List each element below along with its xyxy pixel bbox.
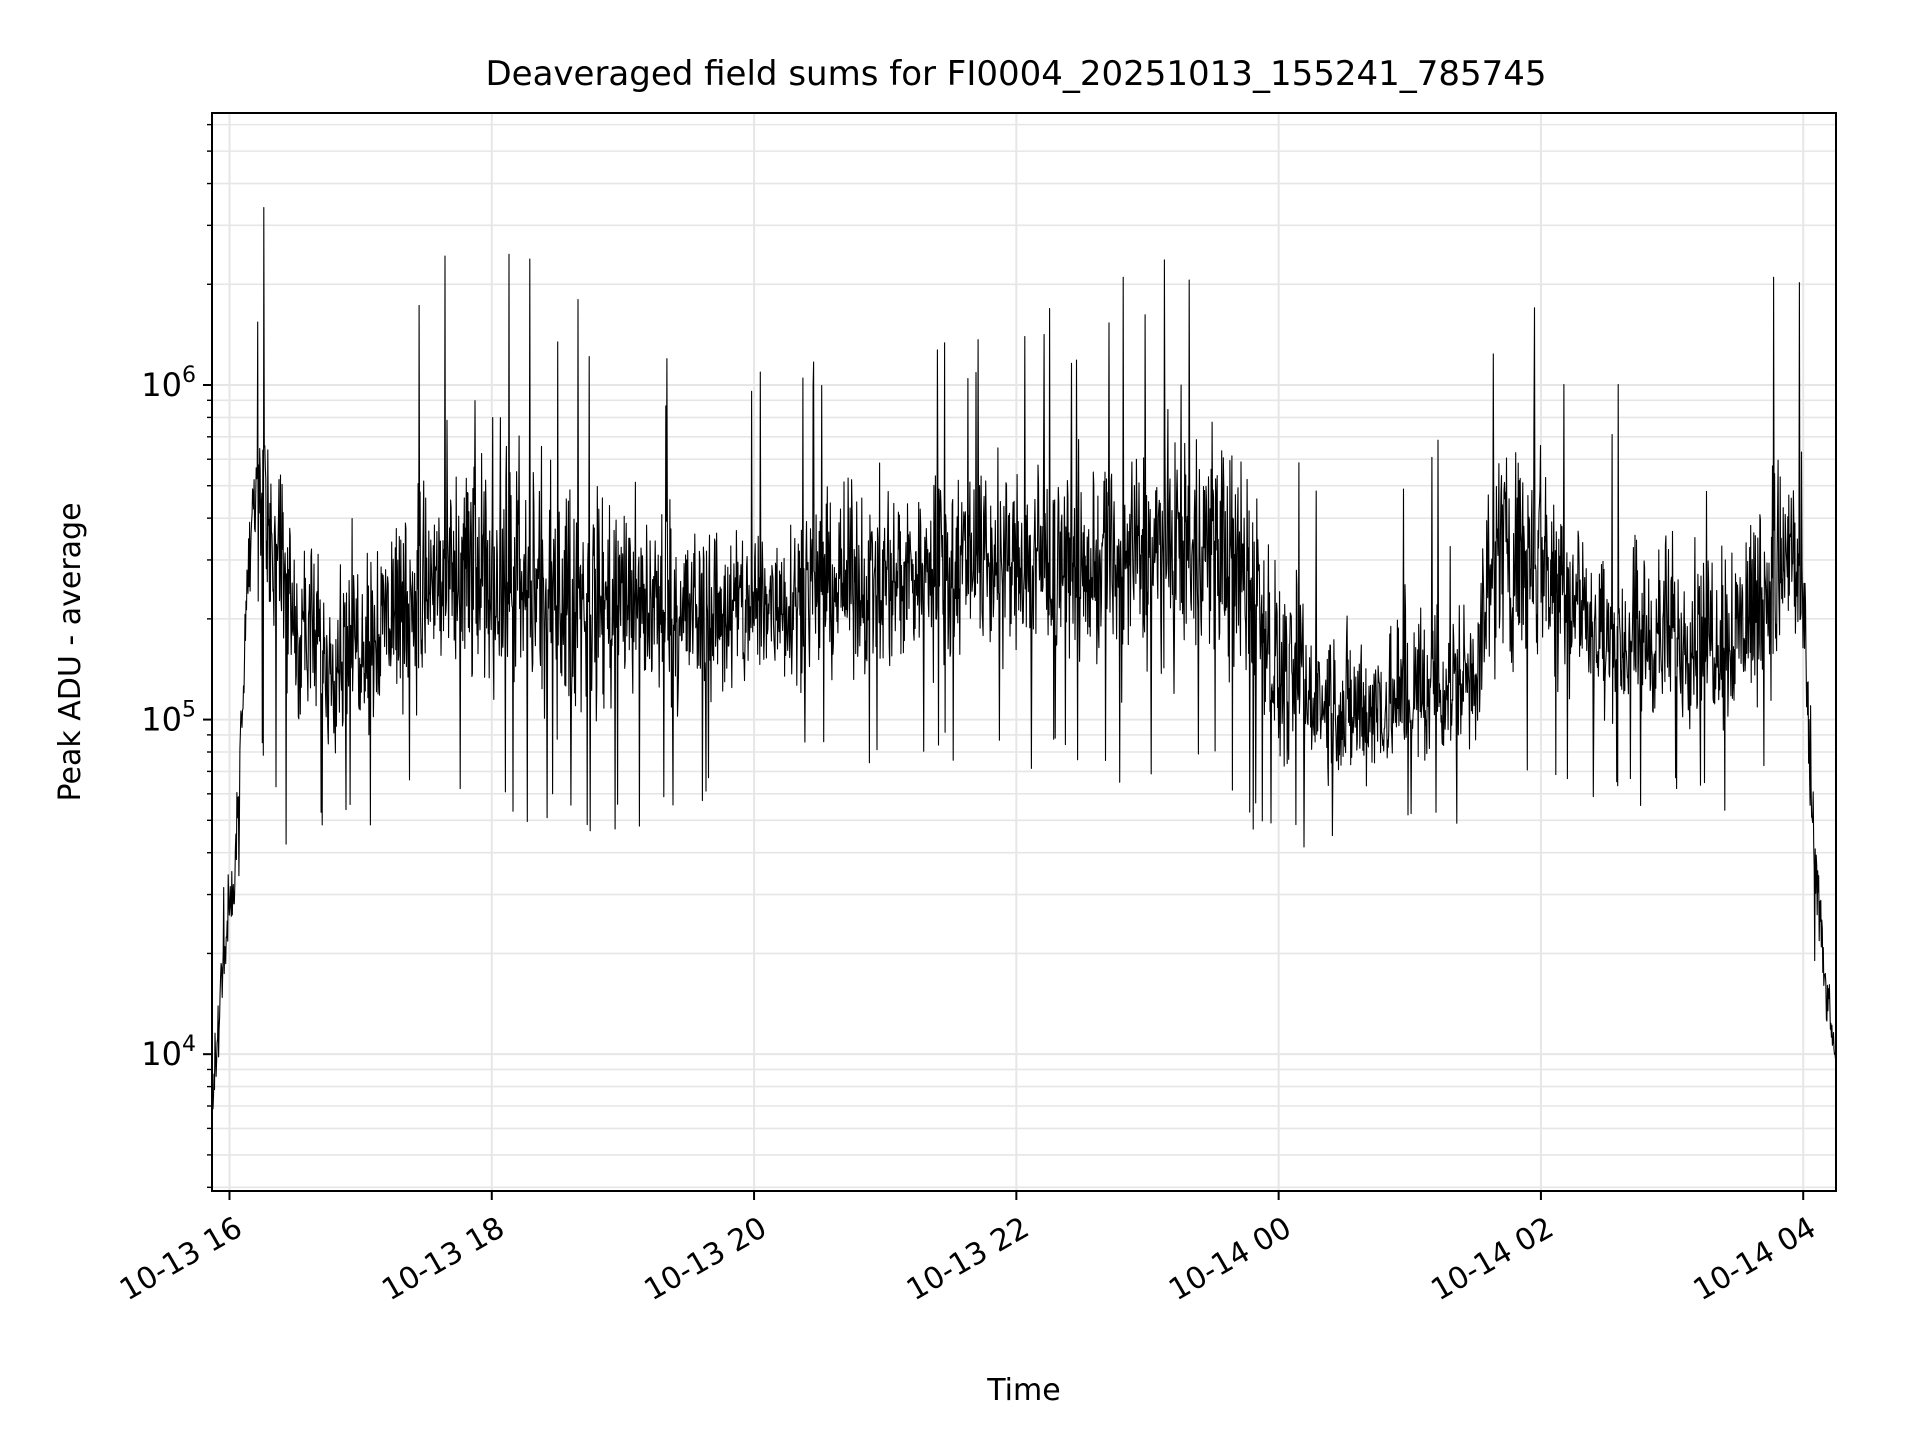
x-tick-label: 10-13 22 bbox=[901, 1210, 1035, 1308]
series-line bbox=[211, 207, 1837, 1118]
x-axis-label: Time bbox=[986, 1373, 1060, 1408]
y-tick-label: 106 bbox=[141, 363, 196, 404]
x-tick-label: 10-14 00 bbox=[1163, 1210, 1297, 1308]
x-tick-label: 10-13 20 bbox=[639, 1210, 773, 1308]
x-tick-label: 10-14 02 bbox=[1425, 1210, 1559, 1308]
x-tick-label: 10-13 16 bbox=[114, 1210, 248, 1308]
chart-title: Deaveraged field sums for FI0004_2025101… bbox=[485, 54, 1546, 94]
y-tick-label: 104 bbox=[141, 1032, 196, 1073]
plot-frame bbox=[211, 112, 1837, 1192]
x-tick-label: 10-13 18 bbox=[376, 1210, 510, 1308]
x-tick-label: 10-14 04 bbox=[1688, 1210, 1822, 1308]
y-tick-label: 105 bbox=[141, 698, 196, 739]
y-axis-label: Peak ADU - average bbox=[53, 502, 88, 801]
series-layer bbox=[211, 207, 1837, 1118]
